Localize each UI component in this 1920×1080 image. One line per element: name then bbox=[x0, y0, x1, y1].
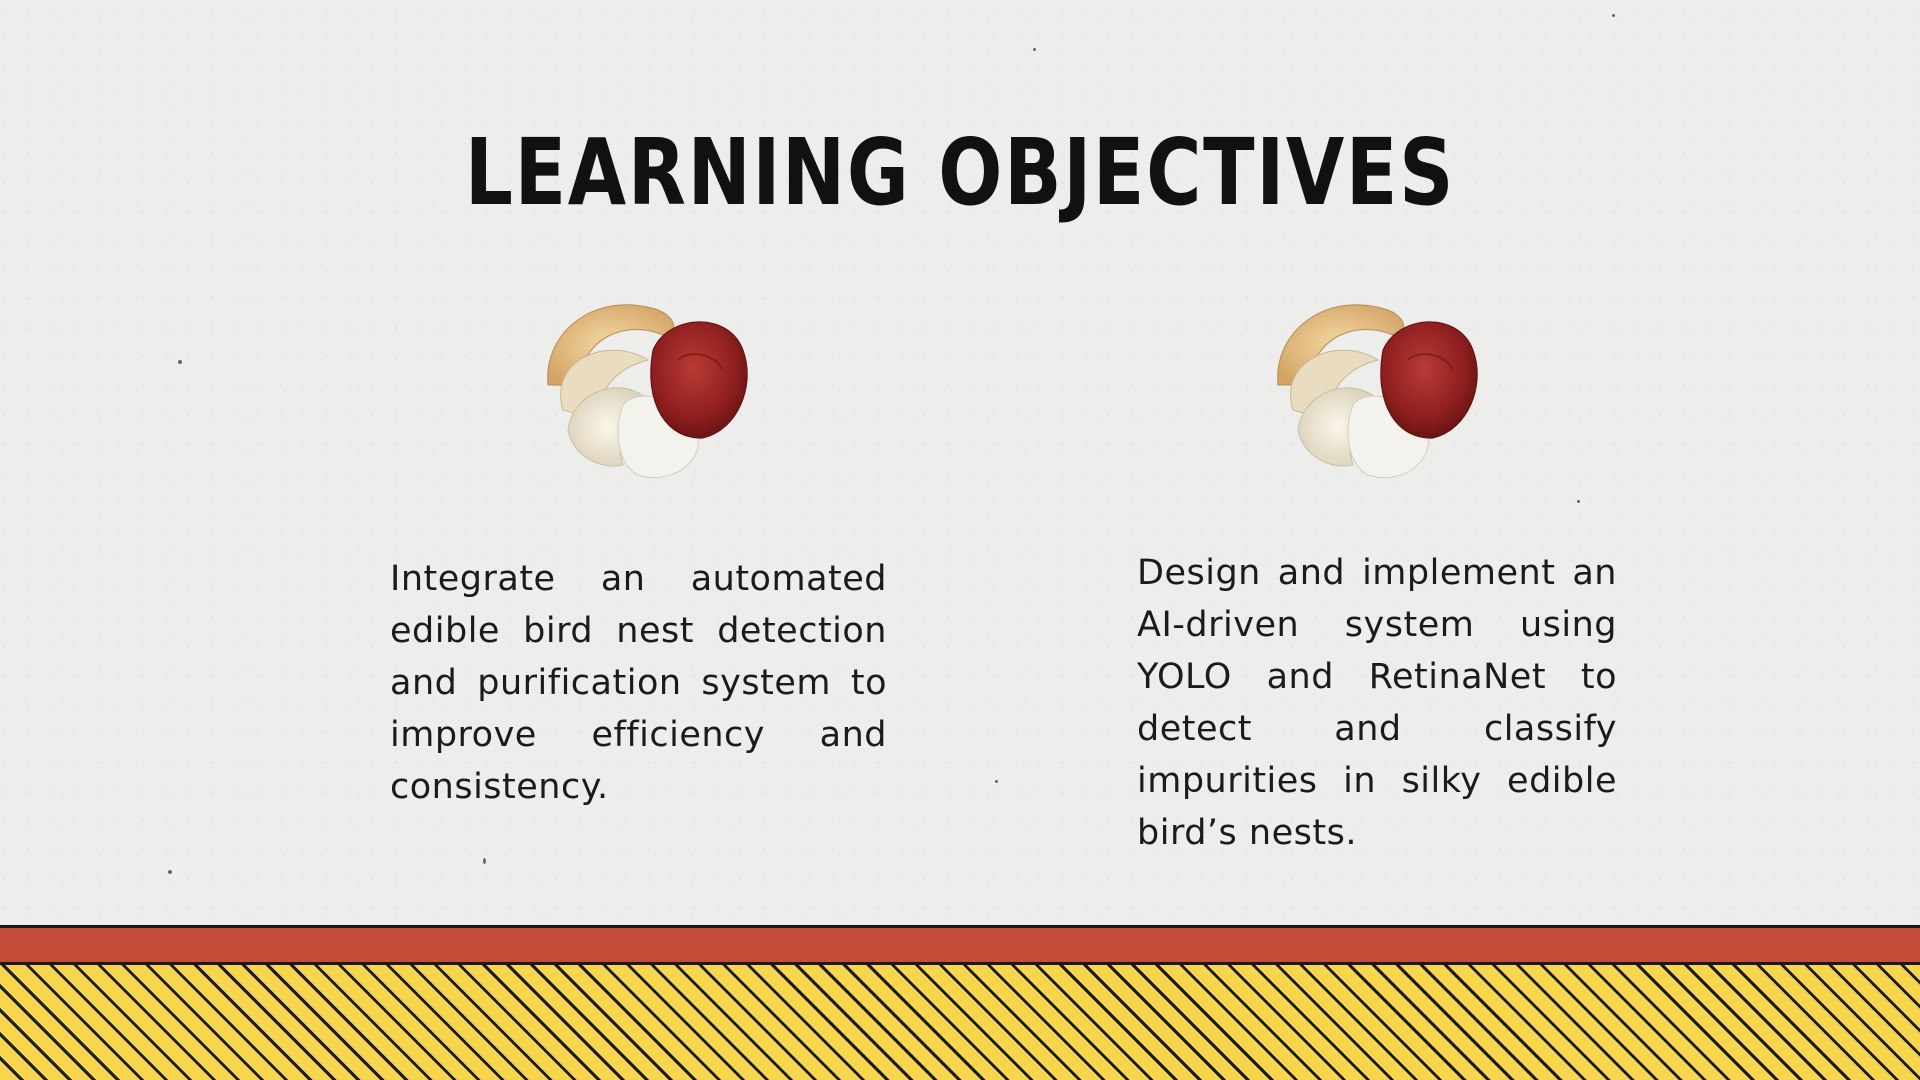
footer-hazard-stripes bbox=[0, 965, 1920, 1080]
paper-speck bbox=[1577, 500, 1580, 503]
paper-speck bbox=[1033, 48, 1036, 51]
bird-nest-image-right bbox=[1258, 290, 1488, 490]
paper-speck bbox=[168, 870, 172, 874]
objective-text-1: Integrate an automated edible bird nest … bbox=[390, 559, 887, 807]
bird-nest-image-left bbox=[528, 290, 758, 490]
paper-speck bbox=[483, 858, 486, 864]
paper-speck bbox=[995, 780, 998, 783]
paper-speck bbox=[178, 360, 182, 364]
bird-nest-icon bbox=[1277, 304, 1478, 479]
slide-title: LEARNING OBJECTIVES bbox=[464, 119, 1456, 226]
paper-speck bbox=[1612, 14, 1615, 17]
objective-text-2: Design and implement an AI-driven system… bbox=[1137, 553, 1617, 853]
bird-nest-icon bbox=[547, 304, 748, 479]
footer-red-band bbox=[0, 925, 1920, 965]
